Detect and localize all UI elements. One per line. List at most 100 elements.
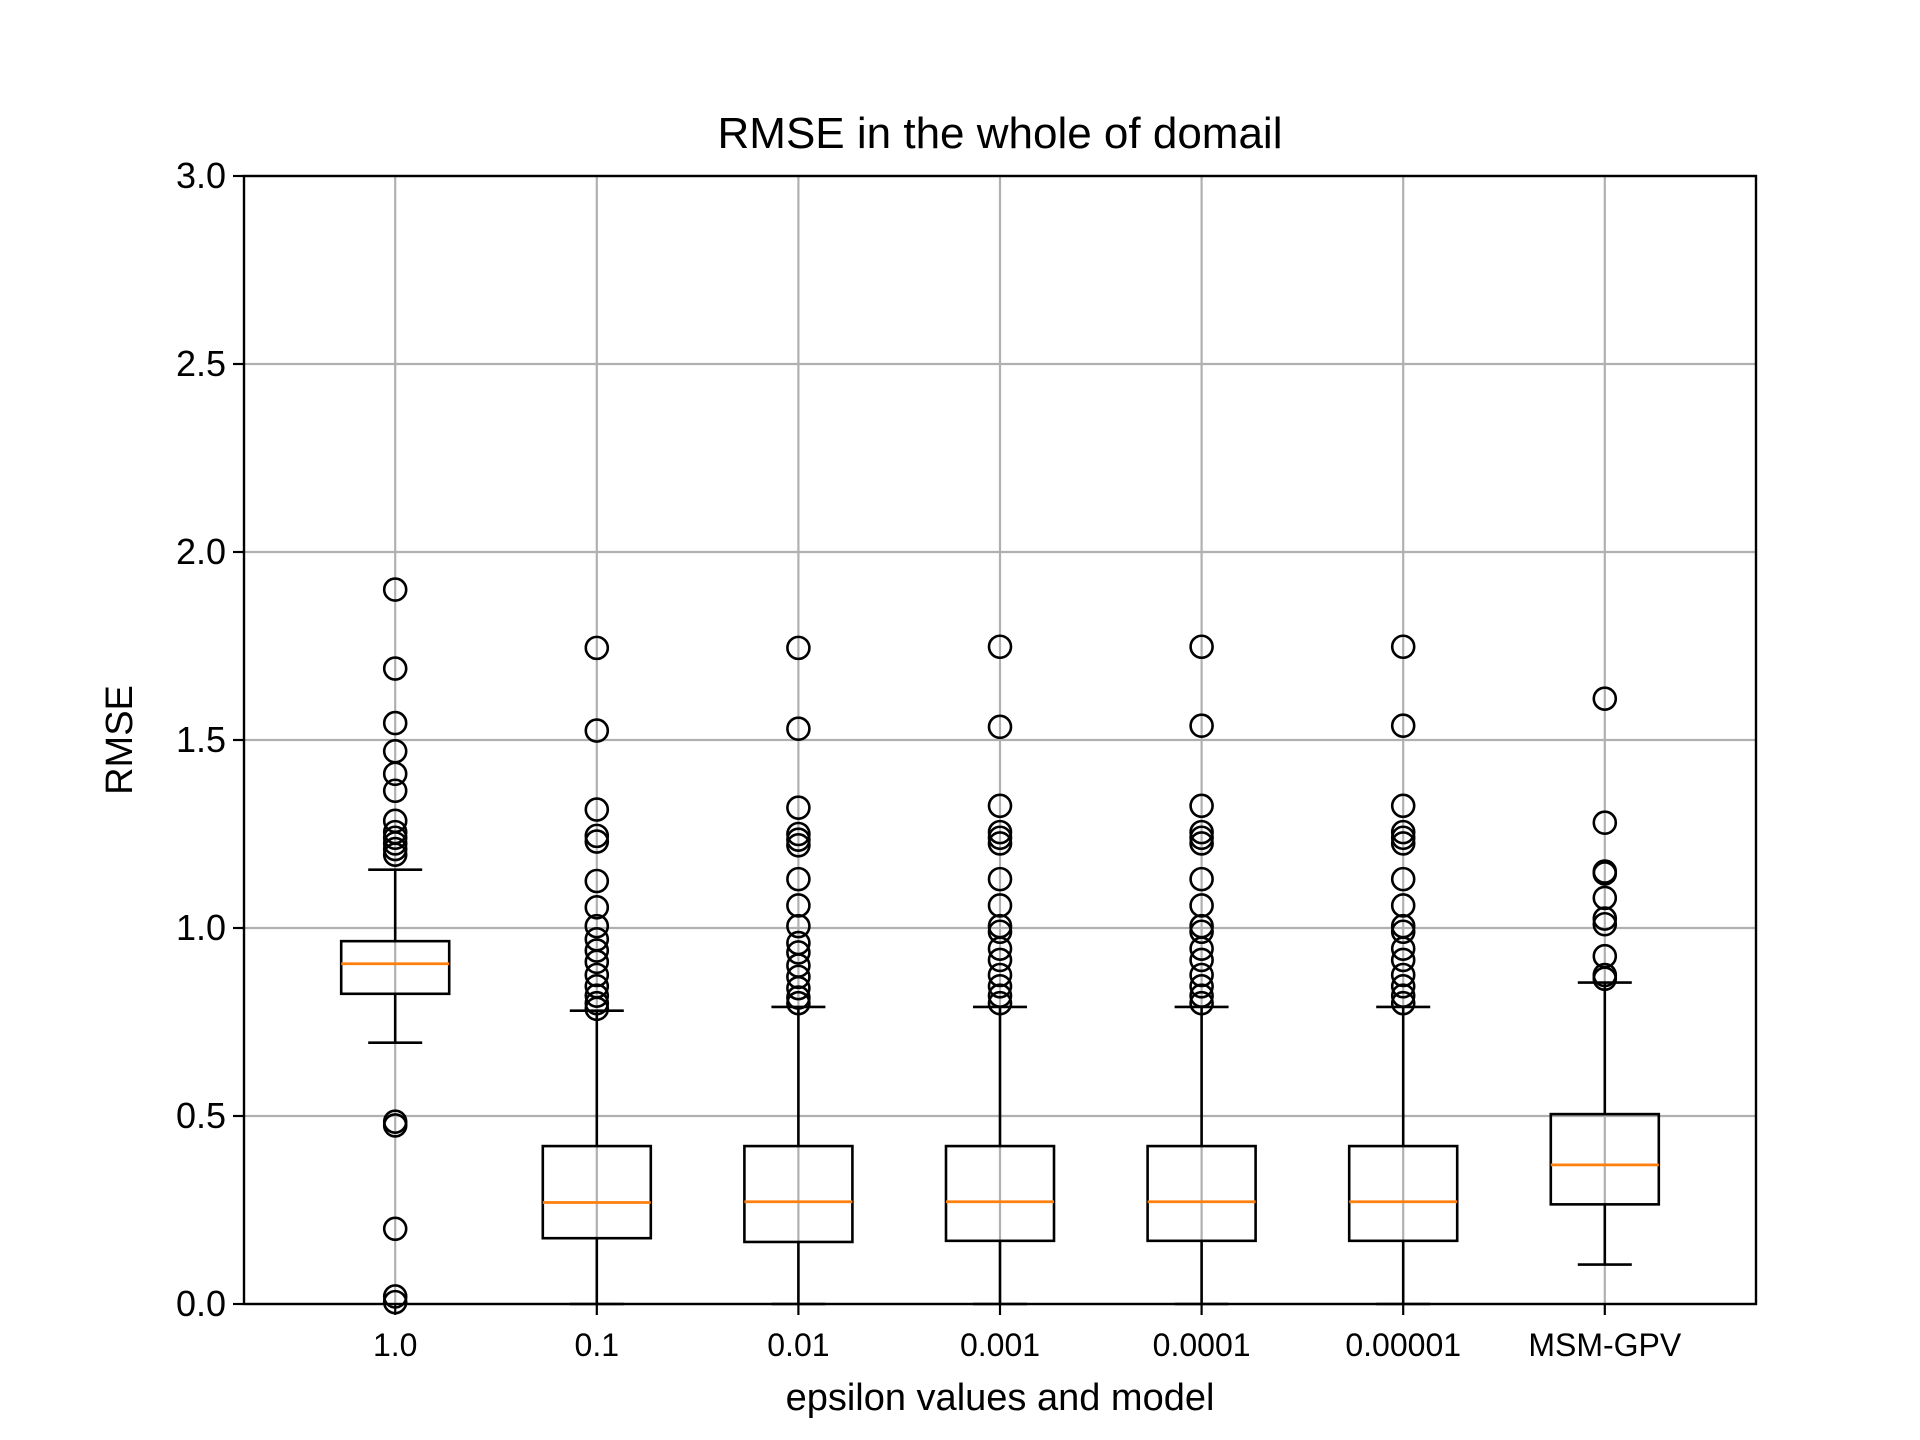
- flier-point: [987, 714, 1013, 740]
- x-tick-label: 1.0: [373, 1327, 417, 1363]
- flier-point: [1390, 962, 1416, 988]
- flier-point: [584, 718, 610, 743]
- flier-point: [584, 895, 610, 920]
- x-tick-label: 0.01: [767, 1327, 829, 1363]
- flier-point: [1592, 810, 1618, 836]
- flier-point: [1390, 947, 1416, 973]
- flier-point: [987, 990, 1013, 1016]
- flier-point: [786, 827, 811, 852]
- flier-point: [786, 975, 811, 1001]
- flier-point: [1390, 634, 1416, 660]
- flier-point: [584, 797, 610, 822]
- flier-point: [1390, 990, 1416, 1016]
- flier-point: [786, 795, 811, 820]
- flier-point: [1189, 973, 1214, 999]
- flier-point: [584, 938, 610, 963]
- flier-point: [1390, 936, 1416, 961]
- flier-point: [1390, 793, 1416, 819]
- flier-point: [1592, 966, 1618, 992]
- flier-point: [382, 1113, 408, 1138]
- flier-point: [382, 836, 408, 862]
- flier-point: [987, 819, 1013, 845]
- y-tick-label: 2.5: [176, 343, 226, 384]
- x-tick-label: 0.1: [575, 1327, 619, 1363]
- flier-point: [987, 893, 1013, 918]
- x-tick-label: 0.001: [960, 1327, 1040, 1363]
- flier-point: [786, 913, 811, 939]
- flier-point: [1189, 866, 1214, 892]
- flier-point: [1189, 634, 1214, 660]
- flier-point: [1390, 983, 1416, 1008]
- flier-point: [382, 710, 408, 736]
- flier-point: [382, 842, 408, 867]
- flier-point: [1390, 825, 1416, 851]
- flier-point: [1189, 947, 1214, 973]
- flier-point: [1390, 919, 1416, 945]
- flier-point: [786, 985, 811, 1010]
- flier-point: [584, 962, 610, 988]
- flier-point: [1592, 906, 1618, 931]
- flier-point: [1390, 713, 1416, 739]
- flier-point: [1592, 686, 1618, 711]
- flier-point: [382, 761, 408, 787]
- flier-point: [987, 793, 1013, 819]
- flier-point: [987, 962, 1013, 988]
- flier-point: [1592, 911, 1618, 937]
- flier-point: [584, 913, 610, 939]
- flier-point: [1189, 793, 1214, 819]
- box-iqr: [1549, 1112, 1661, 1206]
- flier-point: [1189, 713, 1214, 739]
- flier-point: [1189, 983, 1214, 1008]
- flier-point: [584, 635, 610, 661]
- axis-ticks: 0.0 0.5 1.0 1.5 2.0 2.5 3.0 1.0 0.1 0.01 0.001 0.00…: [176, 155, 1682, 1363]
- x-tick-label: 0.0001: [1153, 1327, 1251, 1363]
- x-tick-label: MSM-GPV: [1528, 1327, 1682, 1363]
- flier-point: [1189, 893, 1214, 918]
- flier-point: [1592, 885, 1618, 911]
- flier-point: [786, 893, 811, 918]
- flier-point: [987, 983, 1013, 1008]
- box-iqr: [743, 1144, 854, 1244]
- box-group: [1146, 634, 1257, 1306]
- box-group: [944, 634, 1056, 1306]
- y-tick-label: 1.5: [176, 719, 226, 760]
- flier-point: [382, 825, 408, 851]
- flier-point: [1189, 825, 1214, 851]
- flier-point: [382, 778, 408, 804]
- flier-point: [382, 831, 408, 856]
- flier-point: [382, 656, 408, 681]
- flier-point: [987, 919, 1013, 945]
- x-axis-label: epsilon values and model: [786, 1377, 1215, 1419]
- flier-point: [382, 577, 408, 602]
- box-group: [1347, 634, 1459, 1306]
- flier-point: [1390, 866, 1416, 892]
- flier-point: [584, 996, 610, 1022]
- box-group: [1549, 686, 1661, 1266]
- flier-point: [786, 990, 811, 1016]
- box-iqr: [944, 1144, 1056, 1243]
- flier-point: [1390, 893, 1416, 918]
- flier-point: [584, 823, 610, 849]
- flier-point: [584, 983, 610, 1008]
- flier-point: [1592, 861, 1618, 886]
- y-tick-label: 2.0: [176, 531, 226, 572]
- flier-point: [987, 634, 1013, 660]
- flier-point: [584, 868, 610, 894]
- x-tick-label: 0.00001: [1345, 1327, 1461, 1363]
- flier-point: [987, 947, 1013, 973]
- flier-point: [786, 635, 811, 661]
- flier-point: [1189, 831, 1214, 856]
- flier-point: [786, 716, 811, 742]
- y-axis-label: RMSE: [99, 685, 141, 795]
- y-tick-label: 0.5: [176, 1095, 226, 1136]
- flier-point: [987, 831, 1013, 856]
- y-tick-label: 0.0: [176, 1283, 226, 1324]
- flier-point: [987, 973, 1013, 999]
- flier-point: [584, 949, 610, 975]
- chart-title: RMSE in the whole of domail: [718, 109, 1283, 158]
- flier-point: [1189, 819, 1214, 845]
- flier-point: [1390, 973, 1416, 999]
- flier-point: [786, 866, 811, 892]
